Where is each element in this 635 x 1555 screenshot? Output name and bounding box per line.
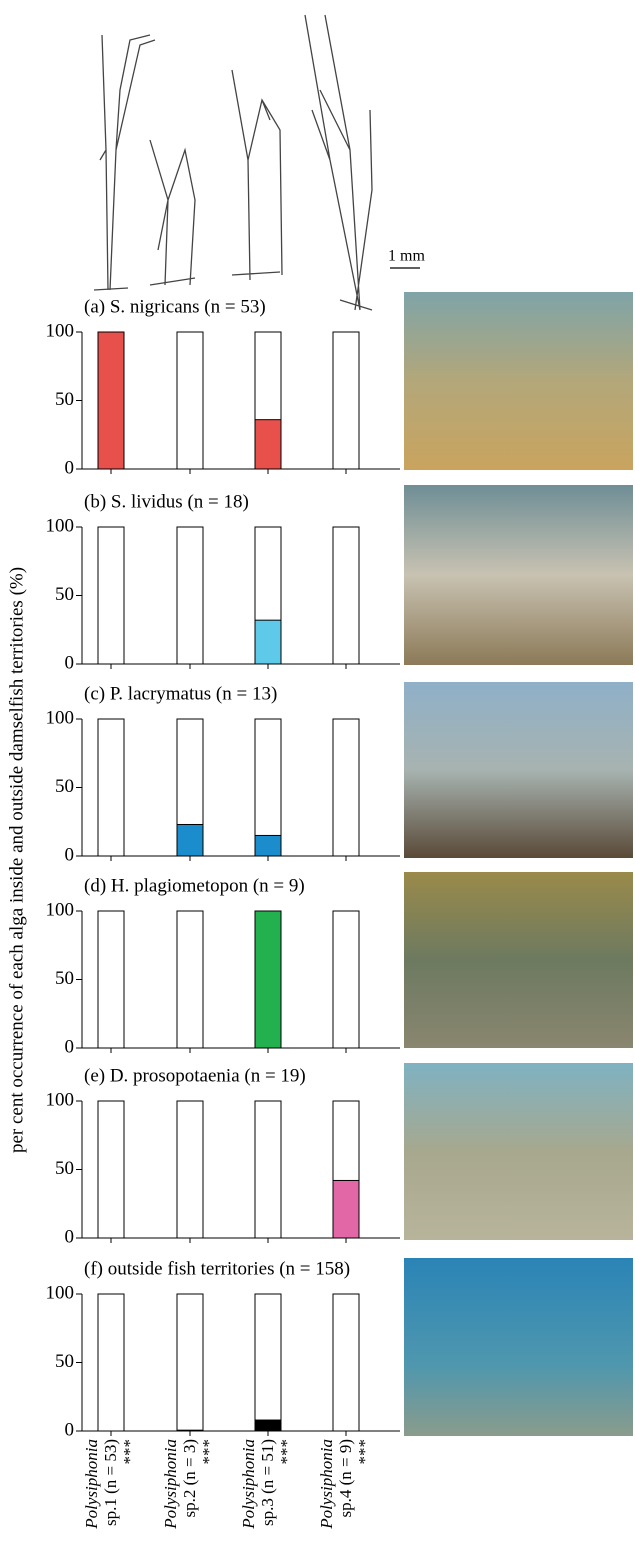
y-tick-label: 0	[65, 457, 75, 478]
panel-title: (c) P. lacrymatus (n = 13)	[84, 683, 277, 704]
algae-drawings	[94, 15, 420, 310]
bar-frame	[333, 719, 359, 856]
y-tick-label: 0	[65, 1226, 75, 1247]
y-tick-label: 100	[46, 320, 75, 341]
bar-frame	[177, 911, 203, 1048]
bar-frame	[333, 527, 359, 664]
bar-frame	[98, 1294, 124, 1431]
y-tick-label: 50	[55, 776, 74, 797]
y-tick-label: 0	[65, 1419, 75, 1440]
significance-label: ***	[199, 1439, 218, 1465]
x-tick-label: Polysiphoniasp.3 (n = 51)	[239, 1439, 277, 1530]
bar	[255, 911, 281, 1048]
bar	[255, 835, 281, 856]
y-tick-label: 100	[46, 515, 75, 536]
x-tick-label: Polysiphoniasp.1 (n = 53)	[82, 1439, 120, 1530]
significance-label: ***	[120, 1439, 139, 1465]
bar-frame	[333, 1294, 359, 1431]
y-tick-label: 100	[46, 1089, 75, 1110]
bar-frame	[177, 527, 203, 664]
bar	[255, 1420, 281, 1431]
panel-title: (e) D. prosopotaenia (n = 19)	[84, 1065, 306, 1086]
significance-label: ***	[277, 1439, 296, 1465]
y-tick-label: 50	[55, 1351, 74, 1372]
panel-title: (b) S. lividus (n = 18)	[84, 491, 249, 512]
y-tick-label: 50	[55, 584, 74, 605]
bar-frame	[98, 719, 124, 856]
x-tick-label: Polysiphoniasp.4 (n = 9)	[317, 1439, 355, 1530]
bar-frame	[177, 1101, 203, 1238]
bar-frame	[98, 911, 124, 1048]
panel-title: (d) H. plagiometopon (n = 9)	[84, 875, 305, 896]
bar-frame	[98, 1101, 124, 1238]
y-tick-label: 50	[55, 389, 74, 410]
panel-title: (f) outside fish territories (n = 158)	[84, 1258, 350, 1279]
y-tick-label: 0	[65, 652, 75, 673]
significance-label: ***	[355, 1439, 374, 1465]
panel-title: (a) S. nigricans (n = 53)	[84, 296, 266, 317]
bar-frame	[255, 1294, 281, 1431]
y-tick-label: 100	[46, 1282, 75, 1303]
bar	[255, 620, 281, 664]
bar-frame	[333, 332, 359, 469]
scale-label: 1 mm	[388, 248, 425, 265]
figure: 1 mm per cent occurrence of each alga in…	[0, 0, 635, 1555]
photos	[404, 292, 633, 1436]
y-tick-label: 50	[55, 968, 74, 989]
bar	[98, 332, 124, 469]
bar-frame	[98, 527, 124, 664]
y-tick-label: 50	[55, 1158, 74, 1179]
bar	[255, 420, 281, 469]
bar-frame	[333, 911, 359, 1048]
y-axis-label: per cent occurrence of each alga inside …	[6, 567, 27, 1153]
bar	[177, 824, 203, 856]
y-tick-label: 100	[46, 899, 75, 920]
y-tick-label: 0	[65, 1036, 75, 1057]
bar	[177, 1430, 203, 1431]
y-tick-label: 0	[65, 844, 75, 865]
bar	[333, 1180, 359, 1238]
y-tick-label: 100	[46, 707, 75, 728]
x-tick-label: Polysiphoniasp.2 (n = 3)	[161, 1439, 199, 1530]
bar-frame	[177, 1294, 203, 1431]
bar-frame	[177, 332, 203, 469]
bar-frame	[255, 1101, 281, 1238]
